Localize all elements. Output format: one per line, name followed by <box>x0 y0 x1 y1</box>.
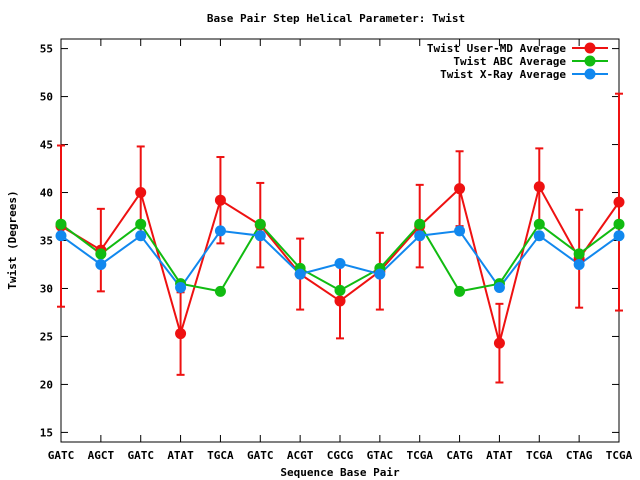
y-tick-label: 55 <box>40 43 53 56</box>
x-axis: GATC AGCT GATC ATAT TGCA GATC ACGT CGCG GTAC TCGA… <box>48 39 633 462</box>
data-point <box>175 282 187 294</box>
data-point <box>493 337 505 349</box>
x-tick-label: TGCA <box>207 449 234 462</box>
data-point <box>613 218 625 230</box>
data-point <box>214 194 226 206</box>
data-point <box>414 218 426 230</box>
data-point <box>55 218 67 230</box>
x-tick-label: GATC <box>127 449 154 462</box>
data-point <box>454 225 466 237</box>
y-tick-label: 30 <box>40 282 53 295</box>
series-group <box>55 181 625 349</box>
data-point <box>573 258 585 270</box>
data-point <box>135 230 147 242</box>
data-point <box>294 268 306 280</box>
x-tick-label: CGCG <box>327 449 354 462</box>
y-tick-label: 35 <box>40 235 53 248</box>
x-tick-label: ATAT <box>167 449 194 462</box>
x-axis-label: Sequence Base Pair <box>280 466 400 479</box>
data-point <box>95 248 107 260</box>
data-point <box>334 258 346 270</box>
y-axis-label: Twist (Degrees) <box>6 190 19 289</box>
data-point <box>573 248 585 260</box>
y-tick-label: 45 <box>40 139 53 152</box>
legend-label: Twist User-MD Average <box>427 42 566 55</box>
x-tick-label: TCGA <box>606 449 633 462</box>
x-tick-label: GTAC <box>367 449 394 462</box>
x-tick-label: CTAG <box>566 449 593 462</box>
data-point <box>135 218 147 230</box>
y-tick-label: 25 <box>40 330 53 343</box>
x-tick-label: ATAT <box>486 449 513 462</box>
legend-label: Twist X-Ray Average <box>440 68 566 81</box>
data-point <box>374 268 386 280</box>
data-point <box>613 196 625 208</box>
data-point <box>533 218 545 230</box>
chart-title: Base Pair Step Helical Parameter: Twist <box>207 12 465 25</box>
data-point <box>214 285 226 297</box>
data-point <box>334 295 346 307</box>
data-point <box>533 230 545 242</box>
legend-label: Twist ABC Average <box>453 55 566 68</box>
y-tick-label: 20 <box>40 378 53 391</box>
data-point <box>214 225 226 237</box>
y-tick-label: 40 <box>40 187 53 200</box>
data-point <box>254 230 266 242</box>
x-tick-label: AGCT <box>88 449 115 462</box>
legend-marker <box>584 68 596 80</box>
x-tick-label: GATC <box>48 449 75 462</box>
data-point <box>454 183 466 195</box>
y-tick-label: 50 <box>40 91 53 104</box>
data-point <box>454 285 466 297</box>
x-tick-label: TCGA <box>526 449 553 462</box>
data-point <box>95 258 107 270</box>
data-point <box>254 218 266 230</box>
legend-marker <box>584 55 596 67</box>
data-point <box>175 328 187 340</box>
legend-marker <box>584 42 596 54</box>
data-point <box>533 181 545 193</box>
y-tick-label: 15 <box>40 426 53 439</box>
data-point <box>493 282 505 294</box>
y-axis: 15 20 25 30 35 40 45 50 55 <box>40 43 619 439</box>
data-point <box>135 187 147 199</box>
x-tick-label: CATG <box>446 449 473 462</box>
data-point <box>613 230 625 242</box>
x-tick-label: TCGA <box>406 449 433 462</box>
x-tick-label: GATC <box>247 449 274 462</box>
data-point <box>55 230 67 242</box>
data-point <box>334 284 346 296</box>
x-tick-label: ACGT <box>287 449 314 462</box>
data-point <box>414 230 426 242</box>
